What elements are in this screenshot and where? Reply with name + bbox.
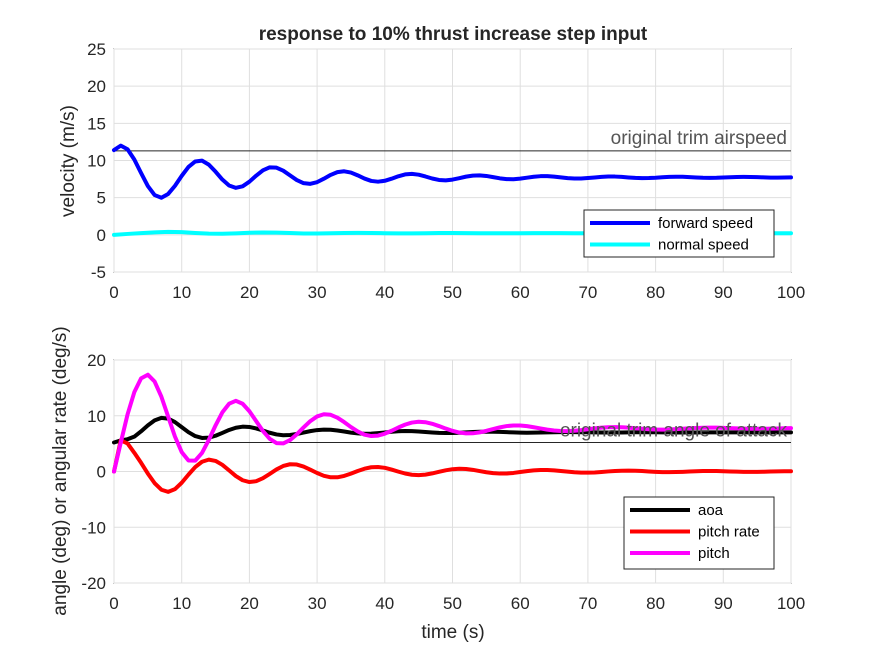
velocity-trim-reference-label: original trim airspeed	[611, 128, 787, 149]
velocity-x-tick-label: 50	[443, 283, 462, 302]
aoa-legend-label: aoa	[698, 502, 724, 519]
velocity-x-tick-label: 40	[375, 283, 394, 302]
angle-x-tick-label: 60	[511, 594, 530, 613]
angle-y-tick-label: -20	[81, 574, 106, 593]
angle-y-tick-label: 20	[87, 351, 106, 370]
angle-y-tick-label: -10	[81, 518, 106, 537]
angle-y-tick-label: 0	[97, 463, 106, 482]
angle-x-tick-label: 10	[172, 594, 191, 613]
forward-speed-series-line	[112, 143, 793, 200]
velocity-y-tick-label: 0	[97, 226, 106, 245]
pitch-series-line	[112, 372, 793, 474]
pitch-rate-legend-label: pitch rate	[698, 524, 760, 541]
angle-x-tick-label: 20	[240, 594, 259, 613]
x-axis-label: time (s)	[421, 622, 484, 643]
angle-x-tick-label: 90	[714, 594, 733, 613]
angle-y-axis-label: angle (deg) or angular rate (deg/s)	[50, 326, 71, 615]
normal-speed-legend-label: normal speed	[658, 237, 749, 254]
velocity-x-tick-label: 80	[646, 283, 665, 302]
pitch-rate-series-line	[112, 438, 793, 494]
velocity-x-tick-label: 10	[172, 283, 191, 302]
angle-x-tick-label: 0	[109, 594, 118, 613]
velocity-x-tick-label: 90	[714, 283, 733, 302]
velocity-y-tick-label: 5	[97, 189, 106, 208]
velocity-x-tick-label: 60	[511, 283, 530, 302]
velocity-x-tick-label: 70	[578, 283, 597, 302]
angle-x-tick-label: 40	[375, 594, 394, 613]
angle-x-tick-label: 70	[578, 594, 597, 613]
angle-trim-reference-label: original trim angle of attack	[560, 421, 788, 442]
chart-title: response to 10% thrust increase step inp…	[259, 24, 648, 45]
velocity-x-tick-label: 20	[240, 283, 259, 302]
angle-axes: 0 10 20 30 40 50 60 70 80 90 100 -20 -10 0 10 20 origina…	[81, 351, 805, 613]
velocity-y-tick-label: 25	[87, 40, 106, 59]
angle-x-tick-label: 50	[443, 594, 462, 613]
velocity-x-tick-label: 0	[109, 283, 118, 302]
velocity-y-tick-label: 10	[87, 152, 106, 171]
angle-legend: aoa pitch rate pitch	[623, 496, 775, 570]
velocity-axes: 0 10 20 30 40 50 60 70 80 90 100-50510152025origin…	[87, 40, 805, 302]
velocity-y-axis-label: velocity (m/s)	[58, 105, 79, 217]
velocity-x-tick-label: 30	[308, 283, 327, 302]
velocity-y-tick-label: 20	[87, 77, 106, 96]
angle-y-tick-label: 10	[87, 407, 106, 426]
pitch-legend-label: pitch	[698, 545, 730, 562]
forward-speed-legend-label: forward speed	[658, 215, 753, 232]
velocity-legend: forward speed normal speed	[583, 209, 775, 258]
angle-x-tick-label: 100	[777, 594, 805, 613]
velocity-y-tick-label: 15	[87, 114, 106, 133]
angle-x-tick-label: 80	[646, 594, 665, 613]
velocity-x-tick-label: 100	[777, 283, 805, 302]
velocity-y-tick-label: -5	[91, 263, 106, 282]
aoa-series-line	[112, 415, 793, 445]
velocity-legend-box	[583, 209, 775, 258]
angle-x-tick-label: 30	[308, 594, 327, 613]
